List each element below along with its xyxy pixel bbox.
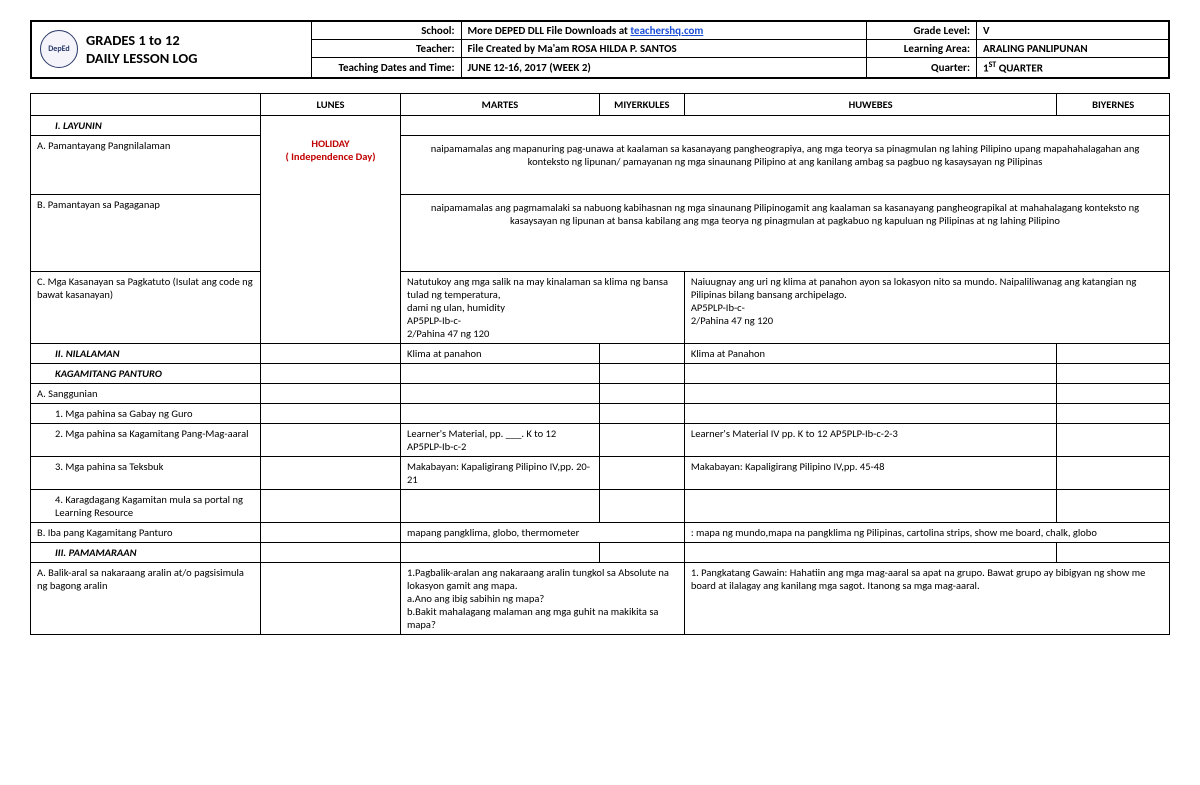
col-miyerkules: MIYERKULES	[599, 93, 684, 115]
ii-right: Klima at Panahon	[684, 343, 1057, 363]
label-teacher: Teacher:	[311, 40, 461, 58]
row-c-left: Natutukoy ang mga salik na may kinalaman…	[401, 271, 685, 343]
section-pamamaraan: III. PAMAMARAAN	[31, 542, 261, 562]
value-dates: JUNE 12-16, 2017 (WEEK 2)	[461, 58, 866, 78]
value-grade: V	[976, 21, 1169, 40]
title-line1: GRADES 1 to 12	[86, 31, 197, 49]
title-line2: DAILY LESSON LOG	[86, 49, 197, 67]
section-kagamitang: KAGAMITANG PANTURO	[31, 363, 261, 383]
ii-left: Klima at panahon	[401, 343, 600, 363]
row-c-label: C. Mga Kasanayan sa Pagkatuto (Isulat an…	[31, 271, 261, 343]
iba-left: mapang pangklima, globo, thermometer	[401, 522, 685, 542]
header-table: DepEd GRADES 1 to 12 DAILY LESSON LOG Sc…	[30, 20, 1170, 79]
row-sanggunian: A. Sanggunian	[31, 383, 261, 403]
sang2-left: Learner's Material, pp. ___. K to 12 AP5…	[401, 423, 600, 456]
layunin-blank	[401, 115, 1170, 135]
deped-logo: DepEd	[40, 30, 78, 68]
holiday-cell: HOLIDAY ( Independence Day)	[261, 115, 401, 343]
row-karagdagang: 4. Karagdagang Kagamitan mula sa portal …	[31, 489, 261, 522]
col-biyernes: BIYERNES	[1057, 93, 1170, 115]
row-iba-pang: B. Iba pang Kagamitang Panturo	[31, 522, 261, 542]
value-school: More DEPED DLL File Downloads at teacher…	[461, 21, 866, 40]
section-nilalaman: II. NILALAMAN	[31, 343, 261, 363]
title-cell: DepEd GRADES 1 to 12 DAILY LESSON LOG	[31, 21, 311, 78]
row-balik-aral: A. Balik-aral sa nakaraang aralin at/o p…	[31, 562, 261, 634]
label-dates: Teaching Dates and Time:	[311, 58, 461, 78]
label-school: School:	[311, 21, 461, 40]
value-quarter: 1ST QUARTER	[976, 58, 1169, 78]
sang2-right: Learner's Material IV pp. K to 12 AP5PLP…	[684, 423, 1057, 456]
row-b-label: B. Pamantayan sa Pagaganap	[31, 194, 261, 271]
row-a-text: naipamamalas ang mapanuring pag-unawa at…	[401, 135, 1170, 194]
col-martes: MARTES	[401, 93, 600, 115]
col-huwebes: HUWEBES	[684, 93, 1057, 115]
label-area: Learning Area:	[866, 40, 976, 58]
section-layunin: I. LAYUNIN	[31, 115, 261, 135]
value-teacher: File Created by Ma'am ROSA HILDA P. SANT…	[461, 40, 866, 58]
value-area: ARALING PANLIPUNAN	[976, 40, 1169, 58]
sang3-right: Makabayan: Kapaligirang Pilipino IV,pp. …	[684, 456, 1057, 489]
row-b-text: naipamamalas ang pagmamalaki sa nabuong …	[401, 194, 1170, 271]
iba-right: : mapa ng mundo,mapa na pangklima ng Pil…	[684, 522, 1169, 542]
row-teksbuk: 3. Mga pahina sa Teksbuk	[31, 456, 261, 489]
sang3-left: Makabayan: Kapaligirang Pilipino IV,pp. …	[401, 456, 600, 489]
row-c-right: Naiuugnay ang uri ng klima at panahon ay…	[684, 271, 1169, 343]
col-lunes: LUNES	[261, 93, 401, 115]
row-a-label: A. Pamantayang Pangnilalaman	[31, 135, 261, 194]
row-kagamitang-pang: 2. Mga pahina sa Kagamitang Pang-Mag-aar…	[31, 423, 261, 456]
label-grade: Grade Level:	[866, 21, 976, 40]
pam-left: 1.Pagbalik-aralan ang nakaraang aralin t…	[401, 562, 685, 634]
pam-right: 1. Pangkatang Gawain: Hahatiin ang mga m…	[684, 562, 1169, 634]
lesson-table: LUNES MARTES MIYERKULES HUWEBES BIYERNES…	[30, 93, 1170, 635]
teachershq-link[interactable]: teachershq.com	[630, 24, 703, 37]
label-quarter: Quarter:	[866, 58, 976, 78]
col-blank	[31, 93, 261, 115]
row-gabay: 1. Mga pahina sa Gabay ng Guro	[31, 403, 261, 423]
